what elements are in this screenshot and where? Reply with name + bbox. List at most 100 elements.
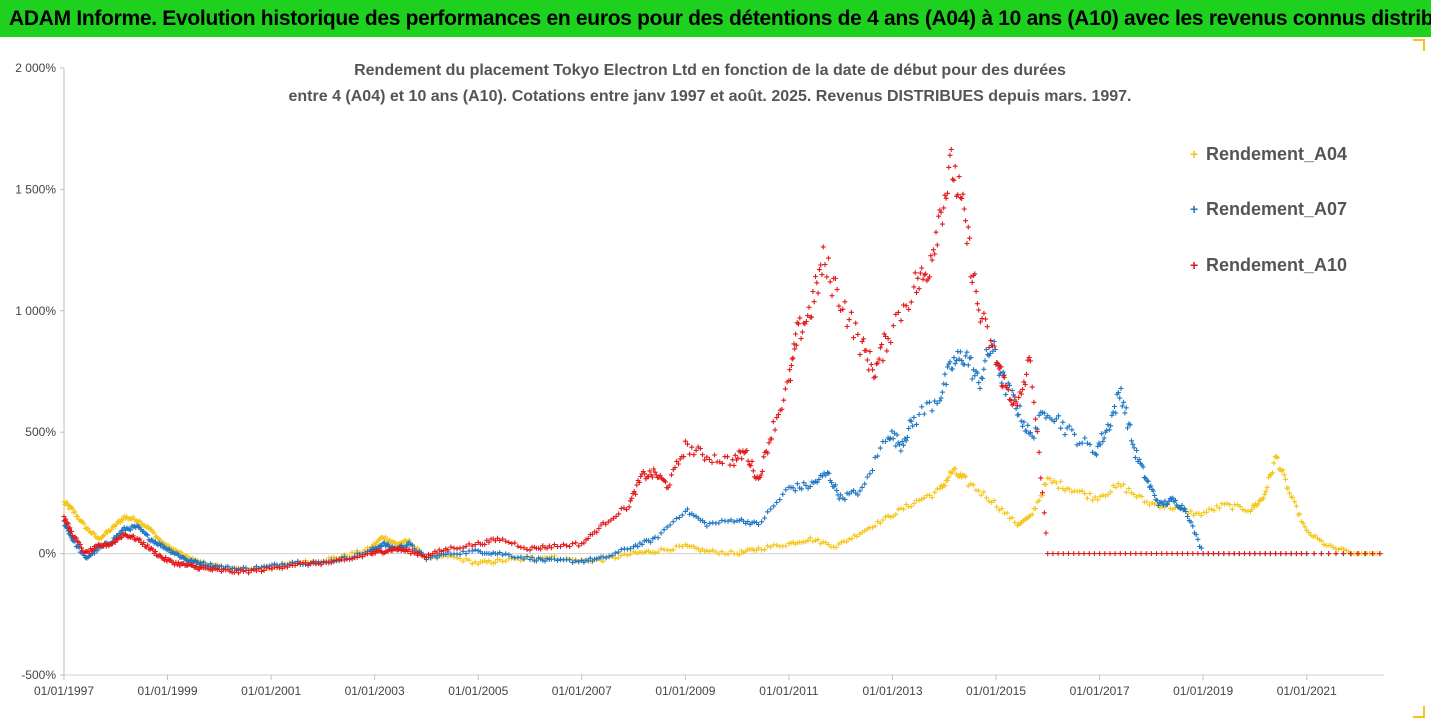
- data-point-a04: [1191, 512, 1196, 518]
- data-point-a10: [1154, 551, 1159, 557]
- data-point-a07: [1079, 440, 1085, 446]
- data-point-a10: [691, 452, 697, 458]
- data-point-a07: [939, 389, 945, 395]
- data-point-a07: [1155, 503, 1161, 508]
- data-point-a10: [1086, 551, 1092, 557]
- data-point-a04: [1139, 494, 1145, 499]
- data-point-a10: [357, 553, 363, 559]
- data-point-a07: [857, 488, 863, 494]
- data-point-a04: [1134, 494, 1140, 500]
- data-point-a04: [1292, 499, 1298, 505]
- data-point-a07: [1097, 442, 1103, 448]
- data-point-a04: [1043, 481, 1049, 487]
- data-point-a10: [986, 345, 992, 350]
- data-point-a07: [834, 487, 840, 493]
- data-point-a07: [964, 349, 970, 355]
- data-point-a04: [466, 557, 472, 563]
- data-point-a04: [820, 539, 826, 545]
- data-point-a10: [991, 343, 997, 349]
- data-point-a04: [1004, 510, 1010, 516]
- data-point-a04: [102, 531, 108, 537]
- data-point-a04: [888, 514, 894, 520]
- data-point-a04: [736, 552, 742, 558]
- data-point-a04: [916, 497, 922, 503]
- data-point-a04: [1084, 495, 1090, 501]
- data-point-a10: [792, 346, 798, 352]
- data-point-a10: [570, 541, 576, 547]
- data-point-a10: [1133, 551, 1139, 557]
- data-point-a07: [898, 448, 904, 454]
- data-point-a10: [702, 457, 708, 463]
- data-point-a10: [248, 567, 254, 573]
- data-point-a07: [1072, 431, 1077, 437]
- data-point-a07: [128, 527, 134, 533]
- data-point-a07: [1118, 385, 1124, 391]
- data-point-a10: [798, 336, 804, 342]
- data-point-a07: [883, 439, 888, 444]
- data-point-a10: [920, 276, 926, 282]
- data-point-a07: [927, 399, 932, 405]
- data-point-a07: [658, 530, 664, 536]
- data-point-a07: [867, 471, 873, 477]
- data-point-a10: [1288, 551, 1294, 557]
- data-point-a07: [1110, 409, 1116, 415]
- data-point-a04: [921, 495, 927, 501]
- data-point-a07: [570, 560, 576, 566]
- data-point-a10: [1038, 475, 1044, 481]
- data-point-a10: [815, 290, 821, 296]
- data-point-a10: [652, 469, 658, 475]
- data-point-a10: [758, 472, 764, 478]
- data-point-a07: [655, 535, 661, 541]
- data-point-a10: [932, 251, 938, 257]
- data-point-a10: [636, 479, 642, 485]
- data-point-a10: [737, 449, 743, 455]
- data-point-a07: [838, 492, 844, 498]
- data-point-a04: [805, 537, 811, 543]
- data-point-a04: [652, 550, 658, 556]
- data-point-a10: [930, 247, 936, 253]
- data-point-a10: [551, 542, 557, 548]
- data-point-a10: [814, 280, 820, 286]
- data-point-a10: [1055, 551, 1061, 557]
- data-point-a04: [1338, 545, 1344, 551]
- data-point-a04: [704, 548, 710, 553]
- data-point-a04: [1290, 495, 1296, 501]
- data-point-a07: [908, 418, 914, 424]
- data-point-a07: [934, 400, 940, 406]
- data-point-a07: [952, 361, 958, 367]
- data-point-a10: [69, 528, 74, 534]
- data-point-a10: [434, 550, 440, 556]
- data-point-a07: [542, 558, 548, 564]
- data-point-a07: [635, 544, 641, 550]
- data-point-a10: [73, 535, 79, 541]
- data-point-a10: [1236, 551, 1242, 557]
- data-point-a07: [910, 423, 916, 429]
- data-point-a07: [968, 355, 974, 361]
- data-point-a10: [810, 289, 816, 294]
- data-point-a04: [1103, 493, 1108, 499]
- data-point-a10: [967, 235, 973, 241]
- data-point-a07: [1106, 427, 1112, 433]
- data-point-a07: [728, 517, 734, 523]
- data-point-a04: [457, 556, 463, 562]
- data-point-a04: [986, 498, 992, 504]
- data-point-a04: [956, 474, 962, 480]
- data-point-a10: [1076, 551, 1082, 557]
- data-point-a07: [503, 551, 509, 557]
- data-point-a04: [667, 548, 673, 554]
- data-point-a10: [1112, 551, 1118, 557]
- data-point-a10: [611, 515, 616, 521]
- data-point-a10: [1027, 358, 1033, 364]
- data-point-a10: [681, 454, 687, 460]
- data-point-a10: [687, 451, 693, 457]
- data-point-a10: [1148, 551, 1154, 557]
- data-point-a10: [676, 461, 681, 467]
- data-point-a04: [725, 551, 731, 557]
- data-point-a10: [1021, 379, 1027, 385]
- data-point-a07: [1185, 514, 1190, 519]
- data-point-a10: [955, 192, 961, 198]
- data-point-a07: [1172, 497, 1178, 503]
- data-point-a07: [201, 559, 207, 565]
- data-point-a07: [555, 558, 560, 563]
- data-point-a07: [521, 556, 527, 562]
